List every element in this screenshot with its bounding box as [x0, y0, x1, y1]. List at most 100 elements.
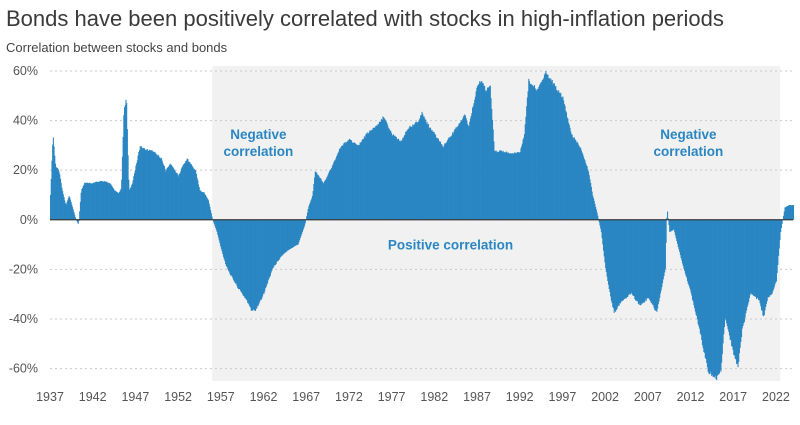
data-bar [435, 137, 437, 220]
data-bar [765, 219, 768, 304]
data-bar [450, 136, 452, 220]
data-bar [433, 132, 435, 220]
data-bar [525, 116, 527, 220]
data-bar [414, 123, 416, 220]
data-bar [111, 186, 113, 220]
data-bar [465, 118, 467, 220]
data-bar [538, 85, 540, 220]
data-bar [733, 219, 735, 355]
data-bar [406, 130, 408, 220]
data-bar [416, 122, 418, 220]
data-bar [159, 157, 161, 220]
data-bar [452, 133, 454, 220]
data-bar [146, 148, 148, 220]
data-bar [288, 219, 290, 251]
data-bar [657, 219, 659, 305]
data-bar [390, 132, 392, 220]
data-bar [272, 219, 274, 268]
data-bar [705, 219, 707, 359]
data-bar [183, 164, 185, 220]
data-bar [612, 219, 614, 308]
data-bar [738, 219, 740, 362]
data-bar [175, 172, 178, 220]
data-bar [623, 219, 625, 300]
data-bar [640, 219, 642, 305]
data-bar [487, 87, 489, 220]
data-bar [378, 121, 380, 220]
data-bar [209, 206, 211, 220]
data-bar [136, 160, 138, 220]
data-bar [716, 219, 718, 376]
data-bar [788, 205, 790, 220]
data-bar [360, 142, 362, 220]
data-bar [363, 136, 365, 220]
data-bar [132, 180, 134, 220]
data-bar [679, 219, 681, 255]
data-bar [415, 122, 417, 220]
data-bar [368, 133, 370, 220]
data-bar [153, 151, 155, 220]
data-bar [533, 85, 536, 220]
data-bar [216, 219, 218, 232]
data-bar [211, 216, 213, 220]
data-bar [114, 190, 116, 220]
data-bar [183, 163, 185, 220]
data-bar [266, 219, 268, 285]
data-bar [176, 173, 178, 220]
data-bar [537, 89, 539, 220]
data-bar [510, 153, 512, 220]
data-bar [721, 219, 723, 363]
data-bar [124, 107, 126, 220]
data-bar [528, 81, 531, 220]
x-tick-label: 1977 [378, 390, 406, 404]
data-bar [296, 219, 298, 245]
data-bar [754, 219, 756, 297]
region-label-1-0: Positive correlation [388, 238, 513, 253]
data-bar [737, 219, 739, 368]
data-bar [217, 219, 219, 235]
data-bar [702, 219, 704, 349]
data-bar [249, 219, 252, 308]
data-bar [359, 142, 361, 220]
data-bar [328, 172, 330, 220]
data-bar [312, 191, 314, 220]
data-bar [242, 219, 244, 296]
data-bar [259, 219, 261, 302]
x-tick-label: 1962 [250, 390, 278, 404]
data-bar [62, 191, 64, 220]
x-tick-label: 2012 [677, 390, 705, 404]
data-bar [68, 196, 70, 220]
data-bar [160, 158, 162, 220]
data-bar [435, 134, 437, 220]
data-bar [402, 137, 404, 220]
data-bar [506, 151, 508, 220]
data-bar [695, 219, 697, 315]
data-bar [746, 219, 748, 311]
data-bar [588, 175, 590, 220]
data-bar [578, 144, 580, 220]
data-bar [284, 219, 286, 254]
data-bar [529, 83, 531, 220]
data-bar [227, 219, 229, 271]
data-bar [743, 219, 745, 323]
data-bar [615, 219, 617, 311]
data-bar [661, 219, 663, 288]
data-bar [326, 177, 328, 220]
data-bar [292, 219, 294, 248]
data-bar [681, 219, 684, 264]
data-bar [600, 219, 602, 229]
data-bar [195, 173, 197, 220]
data-bar [590, 186, 592, 220]
data-bar [758, 219, 760, 301]
data-bar [590, 182, 592, 220]
data-bar [241, 219, 243, 293]
data-bar [307, 208, 309, 220]
data-bar [526, 97, 528, 220]
data-bar [536, 90, 538, 220]
data-bar [738, 219, 740, 354]
data-bar [89, 182, 91, 220]
data-bar [88, 183, 90, 220]
data-bar [294, 219, 296, 246]
data-bar [720, 219, 722, 372]
data-bar [138, 150, 141, 220]
